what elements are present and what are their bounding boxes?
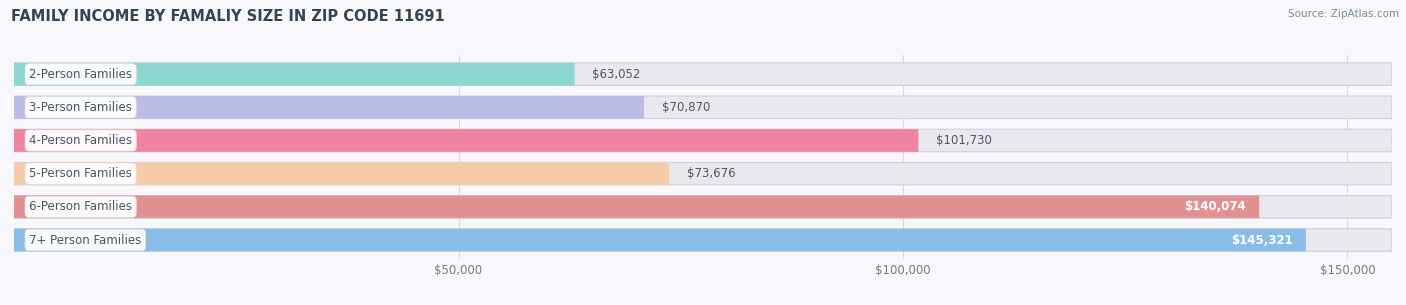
FancyBboxPatch shape: [14, 129, 1392, 152]
Text: 4-Person Families: 4-Person Families: [30, 134, 132, 147]
FancyBboxPatch shape: [14, 229, 1392, 251]
Text: $101,730: $101,730: [936, 134, 993, 147]
FancyBboxPatch shape: [14, 162, 1392, 185]
Text: 7+ Person Families: 7+ Person Families: [30, 234, 142, 246]
Text: $73,676: $73,676: [686, 167, 735, 180]
FancyBboxPatch shape: [14, 63, 1392, 85]
Text: 3-Person Families: 3-Person Families: [30, 101, 132, 114]
Text: 5-Person Families: 5-Person Families: [30, 167, 132, 180]
FancyBboxPatch shape: [14, 96, 644, 119]
Text: 2-Person Families: 2-Person Families: [30, 68, 132, 81]
FancyBboxPatch shape: [14, 96, 1392, 119]
FancyBboxPatch shape: [14, 162, 669, 185]
FancyBboxPatch shape: [14, 196, 1260, 218]
Text: $140,074: $140,074: [1184, 200, 1246, 213]
FancyBboxPatch shape: [14, 129, 918, 152]
Text: 6-Person Families: 6-Person Families: [30, 200, 132, 213]
Text: $145,321: $145,321: [1230, 234, 1292, 246]
Text: Source: ZipAtlas.com: Source: ZipAtlas.com: [1288, 9, 1399, 19]
Text: $63,052: $63,052: [592, 68, 641, 81]
FancyBboxPatch shape: [14, 196, 1392, 218]
Text: $70,870: $70,870: [662, 101, 710, 114]
Text: FAMILY INCOME BY FAMALIY SIZE IN ZIP CODE 11691: FAMILY INCOME BY FAMALIY SIZE IN ZIP COD…: [11, 9, 444, 24]
FancyBboxPatch shape: [14, 63, 575, 85]
FancyBboxPatch shape: [14, 229, 1306, 251]
